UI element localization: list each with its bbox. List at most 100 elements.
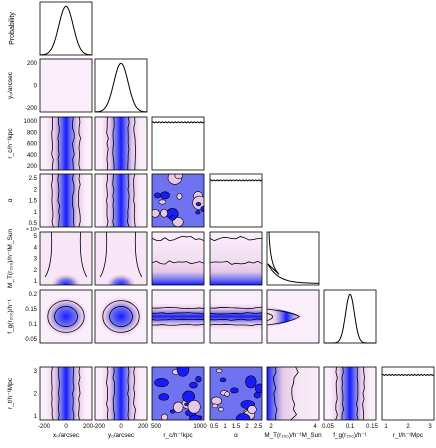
marginal-frame-rc (151, 116, 205, 171)
ytick-fg: 0.1 (29, 322, 38, 328)
panel-frame (151, 366, 205, 421)
xtick-alpha: 0.5 (210, 424, 219, 430)
ytick-MT: 4 (34, 245, 38, 251)
panel-frame (94, 289, 148, 344)
panel-frame (94, 366, 148, 421)
ytick-rc: 200 (27, 164, 38, 170)
marginal-curve-y0 (95, 62, 147, 113)
panel-MT-vs-x0 (40, 232, 92, 285)
marginal-frame-fg (323, 289, 377, 344)
panel-rt-vs-alpha (210, 367, 262, 420)
ytick-rc: 600 (27, 142, 38, 148)
ylabel-rt: r_t/h⁻¹Mpc (7, 377, 14, 409)
marginal-frame-MT (266, 231, 320, 286)
panel-rt-vs-rc (152, 367, 204, 420)
ytick-rc: 1000 (24, 119, 38, 125)
ytick-y0: -200 (25, 106, 38, 112)
marginal-curve-MT (267, 231, 319, 284)
ytick-y0: 0 (34, 84, 38, 90)
xlabel-rt: r_t/h⁻¹Mpc (393, 432, 423, 439)
panel-fg-vs-alpha (210, 290, 262, 343)
xtick-fg: 0.1 (346, 424, 355, 430)
ytick-fg: 0.15 (25, 307, 37, 313)
xtick-fg: 0.05 (322, 424, 334, 430)
panel-frame (151, 231, 205, 286)
panel-MT-vs-rc (152, 232, 204, 285)
panel-MT-vs-alpha (210, 232, 262, 285)
panel-frame (151, 289, 205, 344)
panel-alpha-vs-rc (152, 174, 204, 227)
panel-rt-vs-MT (267, 367, 319, 420)
xtick-MT: 2 (269, 424, 273, 430)
xtick-y0: -200 (93, 424, 106, 430)
xtick-x0: 0 (64, 424, 68, 430)
panel-rc-vs-x0 (40, 117, 92, 170)
xtick-alpha: 1.5 (232, 424, 241, 430)
panel-frame (39, 173, 93, 228)
diagonal-ylabel: Probability (9, 12, 16, 45)
panel-frame (39, 58, 93, 113)
marginal-frame-y0 (94, 58, 148, 113)
xlabel-alpha: α (234, 432, 238, 439)
xtick-alpha: 2 (245, 424, 249, 430)
xlabel-fg: f_g(r₂₀₀)/h⁻¹ (333, 432, 366, 439)
panel-rt-vs-x0 (40, 367, 92, 420)
panel-alpha-vs-x0 (40, 174, 92, 227)
panel-frame (266, 366, 320, 421)
panel-fg-vs-MT (267, 290, 319, 343)
xtick-MT: 4 (313, 424, 317, 430)
xtick-rc: 1000 (193, 424, 207, 430)
panel-rt-vs-y0 (95, 367, 147, 420)
xtick-x0: 200 (83, 424, 94, 430)
ytick-rt: 3 (34, 369, 38, 375)
ytick-alpha: 0.5 (29, 221, 38, 227)
panel-MT-vs-y0 (95, 232, 147, 285)
panel-frame (39, 366, 93, 421)
panel-frame (323, 366, 377, 421)
xtick-alpha: 1 (223, 424, 227, 430)
xtick-rt: 2 (406, 424, 410, 430)
marginal-frame-alpha (209, 173, 263, 228)
panel-fg-vs-y0 (95, 290, 147, 343)
ylabel-alpha: α (7, 198, 14, 202)
xtick-rt: 3 (428, 424, 432, 430)
xlabel-y0: y₀/arcsec (108, 432, 134, 439)
xtick-y0: 0 (119, 424, 123, 430)
xtick-x0: -200 (38, 424, 51, 430)
marginal-curve-alpha (209, 179, 263, 182)
ylabel-y0: y₀/arcsec (7, 71, 14, 99)
panel-frame (94, 231, 148, 286)
ytick-MT: 2 (34, 268, 38, 274)
xtick-rt: 1 (384, 424, 388, 430)
panel-frame (266, 289, 320, 344)
panel-frame (209, 366, 263, 421)
panel-frame (151, 173, 205, 228)
xlabel-x0: x₀/arcsec (53, 432, 79, 439)
panel-frame (94, 116, 148, 171)
ytick-fg: 0.05 (25, 337, 37, 343)
panel-frame (209, 231, 263, 286)
ytick-y0: 200 (27, 61, 38, 67)
ylabel-MT: M_T(r₂₀₀)/h⁻¹M_Sun (7, 229, 14, 288)
xlabel-rc: r_c/h⁻¹kpc (163, 432, 192, 439)
xtick-y0: 200 (138, 424, 149, 430)
panel-frame (209, 289, 263, 344)
ytick-rc: 400 (27, 153, 38, 159)
marginal-curve-x0 (40, 5, 92, 56)
xtick-alpha: 2.5 (254, 424, 263, 430)
ytick-rc: 800 (27, 130, 38, 136)
ytick-rt: 2 (34, 392, 38, 398)
panel-alpha-vs-y0 (95, 174, 147, 227)
xtick-rc: 500 (151, 424, 162, 430)
xtick-fg: 0.15 (366, 424, 378, 430)
panel-frame (39, 231, 93, 286)
multiplier-MT: × 10¹⁵ (26, 227, 40, 233)
panel-frame (94, 173, 148, 228)
ytick-MT: 3 (34, 257, 38, 263)
ylabel-rc: r_c/h⁻¹kpc (7, 128, 14, 159)
marginal-curve-rc (151, 121, 205, 124)
panel-frame (39, 116, 93, 171)
marginal-frame-x0 (39, 1, 93, 56)
xlabel-MT: M_T(r₂₀₀)/h⁻¹M_Sun (264, 432, 322, 439)
